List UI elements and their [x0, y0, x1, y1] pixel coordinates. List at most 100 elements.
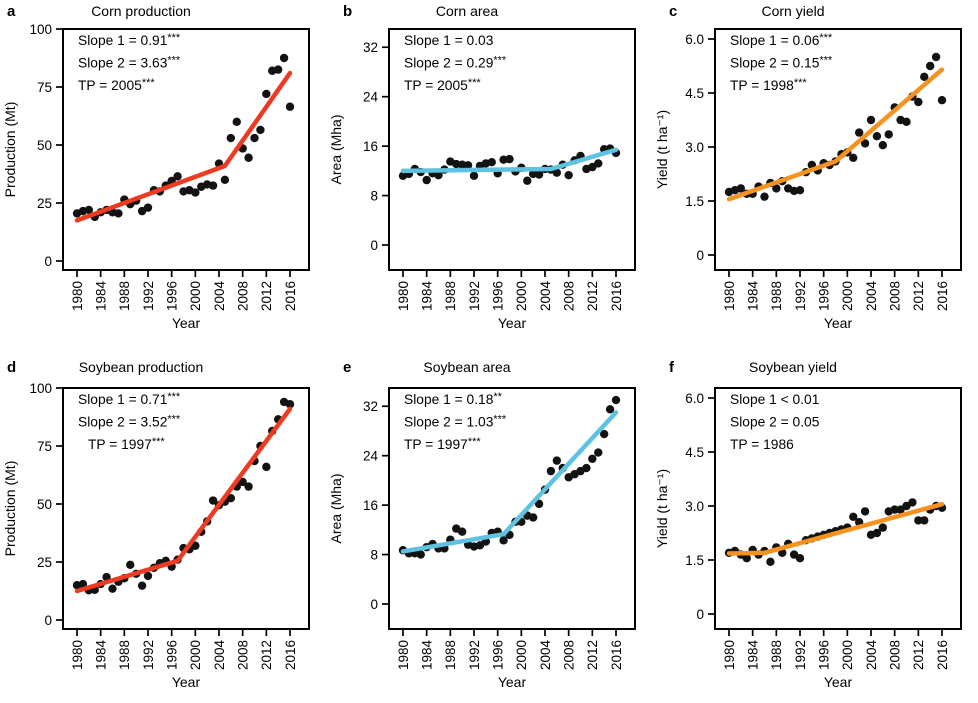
x-tick-label: 1992	[793, 640, 808, 670]
y-tick-label: 1.5	[685, 553, 704, 568]
y-tick-label: 6.0	[685, 32, 704, 47]
soybean-yield-chart: 0 1.5 3.0 4.5 6.0 1980 1984 1988 1992 1996 2000 200…	[654, 387, 962, 690]
trend-line	[74, 406, 293, 594]
x-tick-label: 2012	[911, 281, 926, 311]
data-point	[534, 170, 544, 179]
y-axis-label: Production (Mt)	[2, 461, 18, 557]
data-point	[872, 132, 882, 141]
x-tick-label: 1984	[420, 640, 435, 671]
data-point	[878, 141, 888, 150]
data-point	[262, 462, 271, 472]
stat-annotation: Slope 2 = 3.63***	[78, 55, 181, 71]
y-axis-label: Production (Mt)	[2, 102, 18, 198]
x-tick-label: 1980	[70, 640, 85, 670]
data-point	[422, 175, 431, 185]
x-tick-label: 1984	[420, 281, 435, 312]
y-tick-label: 0	[44, 613, 52, 628]
x-tick-label: 1992	[793, 281, 808, 311]
stat-annotation: Slope 1 = 0.06***	[730, 32, 833, 48]
x-axis-label: Year	[824, 674, 853, 690]
data-point	[244, 153, 253, 162]
y-tick-label: 75	[37, 439, 52, 454]
panel-letter: c	[669, 3, 678, 20]
corn-yield-chart: 0 1.5 3.0 4.5 6.0 1980 1984 1988 1992 1996 2000 200…	[654, 28, 962, 331]
panel-letter: f	[669, 359, 674, 376]
x-tick-label: 1996	[491, 640, 506, 670]
x-tick-label: 1988	[443, 281, 458, 311]
data-point	[143, 203, 153, 212]
data-point	[220, 175, 230, 184]
panel-letter: d	[7, 359, 17, 376]
x-tick-label: 2008	[562, 640, 577, 670]
x-tick-label: 1996	[817, 281, 832, 311]
data-point	[795, 554, 805, 563]
panel-corn-production: 0 25 50 75 100 1980 1984 1988 1992 1996 2000 2004 20…	[0, 0, 326, 350]
x-tick-label: 2016	[283, 281, 298, 311]
x-tick-label: 1984	[746, 640, 761, 671]
x-tick-label: 1988	[117, 281, 132, 311]
corn-area-chart: 0 8 16 24 32 1980 1984 1988 1992 1996 2000 2004 2008…	[328, 28, 636, 331]
x-tick-label: 2008	[888, 281, 903, 311]
data-point	[914, 97, 923, 107]
data-point	[772, 184, 781, 193]
data-point	[582, 463, 591, 473]
x-tick-label: 2000	[188, 281, 203, 311]
panel-soybean-production: 0 25 50 75 100 1980 1984 1988 1992 1996 2000 2004 20…	[0, 350, 326, 703]
data-point	[191, 188, 200, 197]
y-tick-label: 0	[696, 607, 704, 622]
stat-annotation: TP = 1986	[730, 437, 794, 452]
panel-title: Corn production	[91, 3, 191, 19]
data-point	[250, 133, 259, 143]
x-tick-label: 1996	[817, 640, 832, 670]
stat-annotation: TP = 1997***	[404, 436, 481, 452]
data-point	[126, 560, 135, 569]
data-point	[534, 499, 544, 509]
data-point	[226, 133, 236, 143]
trend-line	[400, 410, 619, 554]
x-tick-label: 2004	[864, 281, 879, 312]
data-point	[552, 456, 562, 465]
x-tick-label: 1980	[722, 640, 737, 670]
data-point	[594, 448, 603, 457]
stat-annotation: Slope 2 = 3.52***	[78, 414, 181, 430]
data-point	[285, 102, 295, 111]
y-axis-label: Area (Mha)	[328, 473, 344, 543]
x-tick-label: 2008	[236, 281, 251, 311]
y-axis-label: Yield (t ha⁻¹)	[654, 469, 670, 548]
x-tick-label: 1996	[165, 640, 180, 670]
y-tick-label: 8	[370, 547, 378, 562]
x-tick-label: 2000	[514, 281, 529, 311]
data-point	[766, 557, 775, 566]
stat-annotation: Slope 2 = 0.05	[730, 415, 820, 430]
stat-annotation: TP = 1998***	[730, 77, 807, 93]
x-tick-label: 1984	[94, 281, 109, 312]
data-point	[137, 581, 147, 590]
y-axis-label: Yield (t ha⁻¹)	[654, 110, 670, 189]
y-tick-label: 100	[29, 22, 52, 37]
data-point	[914, 516, 923, 525]
data-point	[925, 61, 935, 71]
x-tick-label: 2000	[840, 281, 855, 311]
data-point	[262, 89, 271, 99]
y-tick-label: 0	[370, 238, 378, 253]
x-axis-label: Year	[172, 315, 201, 331]
data-point	[528, 513, 538, 522]
panel-letter: b	[343, 3, 353, 20]
x-tick-label: 2000	[188, 640, 203, 670]
panel-title: Corn area	[435, 3, 499, 19]
x-tick-label: 1980	[70, 281, 85, 311]
panel-soybean-area: 0 8 16 24 32 1980 1984 1988 1992 1996 2000 2004 2008…	[326, 350, 652, 703]
y-tick-label: 6.0	[685, 391, 704, 406]
data-point	[599, 429, 609, 439]
data-point	[457, 527, 467, 536]
data-point	[866, 115, 876, 125]
x-tick-label: 1992	[467, 640, 482, 670]
stat-annotation: Slope 1 < 0.01	[730, 392, 819, 407]
x-tick-label: 2012	[585, 281, 600, 311]
panel-title: Soybean production	[78, 359, 204, 375]
data-point	[884, 130, 893, 139]
x-tick-label: 1988	[769, 640, 784, 670]
stat-annotation: Slope 1 = 0.91***	[78, 32, 181, 48]
data-point	[469, 171, 479, 180]
stat-annotation: Slope 1 = 0.18**	[404, 391, 503, 407]
